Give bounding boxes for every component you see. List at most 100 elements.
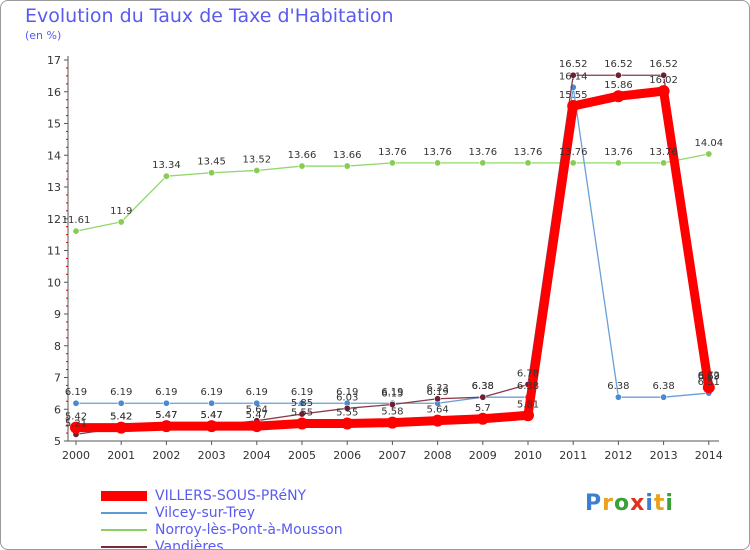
x-tick-label: 2001 bbox=[107, 449, 135, 462]
data-label: 11.61 bbox=[62, 215, 91, 226]
data-label: 6.19 bbox=[291, 387, 313, 398]
data-label: 15.55 bbox=[559, 90, 588, 101]
x-tick-label: 2012 bbox=[604, 449, 632, 462]
data-point bbox=[205, 420, 218, 433]
brand-letter: P bbox=[585, 491, 603, 516]
x-tick-label: 2009 bbox=[469, 449, 497, 462]
data-point bbox=[702, 381, 715, 394]
data-label: 6.19 bbox=[426, 387, 448, 398]
data-point bbox=[298, 410, 306, 418]
data-label: 16.14 bbox=[559, 71, 588, 82]
brand-letter: r bbox=[602, 491, 614, 516]
x-tick-label: 2002 bbox=[152, 449, 180, 462]
data-label: 5.64 bbox=[246, 405, 268, 416]
data-point bbox=[160, 420, 173, 433]
data-point bbox=[388, 400, 396, 408]
data-point bbox=[117, 399, 125, 407]
data-label: 13.76 bbox=[559, 147, 588, 158]
data-point bbox=[524, 159, 532, 167]
y-tick-label: 5 bbox=[54, 435, 61, 448]
data-label: 6.38 bbox=[517, 381, 539, 392]
y-tick-label: 6 bbox=[54, 403, 61, 416]
data-label: 5.47 bbox=[200, 410, 222, 421]
legend-item: Vilcey-sur-Trey bbox=[101, 504, 343, 521]
brand-letter: i bbox=[665, 491, 674, 516]
y-tick-label: 13 bbox=[47, 181, 61, 194]
chart-subtitle: (en %) bbox=[25, 29, 62, 42]
data-label: 6.19 bbox=[155, 387, 177, 398]
series-line-1 bbox=[75, 86, 710, 404]
data-point bbox=[705, 150, 713, 158]
data-label: 6.03 bbox=[336, 392, 358, 403]
x-tick-label: 2011 bbox=[559, 449, 587, 462]
x-tick-label: 2008 bbox=[424, 449, 452, 462]
y-tick-label: 12 bbox=[47, 213, 61, 226]
legend-item: VILLERS-SOUS-PRéNY bbox=[101, 487, 343, 504]
data-label: 6.19 bbox=[200, 387, 222, 398]
data-label: 5.55 bbox=[291, 408, 313, 419]
data-label: 5.47 bbox=[246, 410, 268, 421]
data-label: 6.19 bbox=[110, 387, 132, 398]
y-tick-label: 17 bbox=[47, 54, 61, 67]
data-label: 13.76 bbox=[649, 147, 678, 158]
data-point bbox=[72, 227, 80, 235]
data-label: 6.69 bbox=[698, 371, 720, 382]
data-label: 6.19 bbox=[336, 387, 358, 398]
data-point bbox=[115, 421, 128, 434]
data-point bbox=[612, 90, 625, 103]
data-label: 6.78 bbox=[517, 368, 539, 379]
data-point bbox=[660, 159, 668, 167]
data-label: 5.81 bbox=[517, 399, 539, 410]
data-label: 6.38 bbox=[472, 381, 494, 392]
data-label: 5.42 bbox=[110, 412, 132, 423]
series-line-0 bbox=[71, 86, 714, 433]
data-label: 5.58 bbox=[381, 407, 403, 418]
data-point bbox=[386, 416, 399, 429]
y-tick-label: 7 bbox=[54, 372, 61, 385]
data-label: 16.52 bbox=[559, 59, 588, 70]
data-label: 13.76 bbox=[604, 147, 633, 158]
data-label: 5.7 bbox=[475, 403, 491, 414]
legend-label: Norroy-lès-Pont-à-Mousson bbox=[155, 521, 343, 538]
data-label: 11.9 bbox=[110, 206, 132, 217]
data-label: 15.86 bbox=[604, 80, 633, 91]
data-label: 6.38 bbox=[472, 381, 494, 392]
data-label: 14.04 bbox=[694, 138, 723, 149]
legend-swatch bbox=[101, 511, 147, 514]
data-point bbox=[117, 218, 125, 226]
data-point bbox=[660, 71, 668, 79]
brand-letter: x bbox=[630, 491, 646, 516]
legend-item: Vandières bbox=[101, 538, 343, 549]
data-label: 6.51 bbox=[698, 377, 720, 388]
data-label: 6.19 bbox=[65, 387, 87, 398]
data-label: 5.55 bbox=[336, 408, 358, 419]
data-label: 5.21 bbox=[65, 418, 87, 429]
data-point bbox=[253, 166, 261, 174]
legend-label: VILLERS-SOUS-PRéNY bbox=[155, 487, 307, 504]
data-point bbox=[72, 399, 80, 407]
brand-letter: i bbox=[645, 491, 654, 516]
data-label: 16.52 bbox=[649, 59, 678, 70]
legend-swatch bbox=[101, 528, 147, 531]
data-point bbox=[479, 159, 487, 167]
data-point bbox=[341, 417, 354, 430]
data-point bbox=[162, 172, 170, 180]
data-point bbox=[253, 399, 261, 407]
data-label: 6.33 bbox=[426, 383, 448, 394]
data-point bbox=[660, 393, 668, 401]
data-label: 13.66 bbox=[333, 150, 362, 161]
data-label: 13.45 bbox=[197, 157, 226, 168]
x-tick-label: 2006 bbox=[333, 449, 361, 462]
data-point bbox=[162, 399, 170, 407]
data-point bbox=[567, 100, 580, 113]
data-label: 5.47 bbox=[200, 410, 222, 421]
data-label: 16.02 bbox=[649, 75, 678, 86]
data-label: 13.76 bbox=[423, 147, 452, 158]
data-label: 13.34 bbox=[152, 160, 181, 171]
data-label: 5.64 bbox=[426, 405, 448, 416]
brand-letter: o bbox=[613, 491, 631, 516]
data-label: 13.76 bbox=[514, 147, 543, 158]
legend-swatch bbox=[101, 490, 147, 501]
